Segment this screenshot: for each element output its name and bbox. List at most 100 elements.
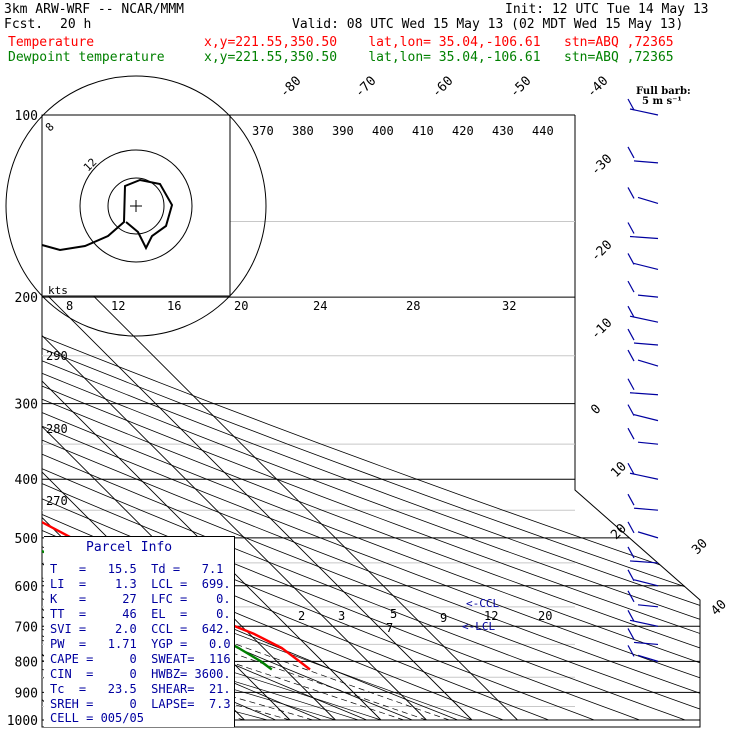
dry-adiabat — [42, 115, 686, 721]
wind-barb-flag — [627, 404, 635, 416]
wind-barb — [637, 654, 659, 662]
parcel-row: LI = 1.3 LCL = 699. — [50, 577, 231, 591]
theta-label: 390 — [332, 124, 354, 138]
wind-barb — [633, 579, 659, 587]
wind-barb — [629, 108, 659, 116]
dry-adiabat — [42, 115, 700, 721]
isotherm-label: -50 — [507, 74, 534, 101]
isotherm-label: 10 — [608, 459, 630, 481]
theta-label: 370 — [252, 124, 274, 138]
wind-barb-flag — [627, 222, 635, 234]
theta-label: 380 — [292, 124, 314, 138]
wind-barbs — [627, 98, 659, 662]
wind-barb — [633, 262, 659, 271]
wind-barb — [637, 359, 659, 367]
hodograph-ring-label: 12 — [111, 299, 125, 313]
dry-adiabat — [42, 115, 700, 721]
hodograph-ring-label: 16 — [167, 299, 181, 313]
parcel-row: K = 27 LFC = 0. — [50, 592, 231, 606]
hodograph: 12 8 — [5, 75, 267, 337]
parcel-row: SVI = 2.0 CCL = 642. — [50, 622, 231, 636]
hodograph-ring-label: 20 — [234, 299, 248, 313]
forecast-hours: 20 h — [60, 17, 92, 32]
dry-adiabat — [42, 115, 367, 721]
hodograph-trace — [41, 178, 174, 252]
wind-barb — [637, 196, 659, 204]
parcel-row: Tc = 23.5 SHEAR= 21. — [50, 682, 231, 696]
pressure-tick-label: 700 — [15, 620, 38, 635]
model-title: 3km ARW-WRF -- NCAR/MMM — [4, 2, 185, 17]
isotherm-line — [42, 115, 473, 721]
mixing-ratio-label: 7 — [386, 621, 393, 635]
mixing-ratio-label: 20 — [538, 609, 552, 623]
theta-label: 430 — [492, 124, 514, 138]
isotherm-line — [42, 115, 518, 721]
isotherm-label: 40 — [708, 597, 730, 619]
isotherm-label: -40 — [584, 74, 611, 101]
temperature-legend: Temperature — [8, 35, 95, 50]
dry-adiabat — [42, 115, 700, 721]
wind-barb — [629, 392, 659, 396]
wind-barb-flag — [627, 645, 635, 657]
wind-barb-flag — [627, 609, 635, 622]
wind-barb-flag — [627, 521, 635, 534]
mixing-ratio-label: 9 — [440, 611, 447, 625]
hodograph-ring — [5, 75, 267, 337]
wind-barb — [629, 472, 659, 480]
dry-adiabat — [42, 115, 700, 721]
wind-barb-flag — [627, 328, 635, 341]
dewpoint-location: x,y=221.55,350.50 lat,lon= 35.04,-106.61… — [204, 50, 674, 65]
dry-adiabat — [42, 115, 700, 721]
wind-legend-units: 5 m s⁻¹ — [642, 96, 682, 107]
dry-adiabat — [42, 115, 700, 721]
wind-barb-flag — [627, 280, 635, 293]
moist-adiabat — [42, 491, 427, 721]
ccl-marker: <-CCL — [466, 597, 500, 610]
isotherm-label: -80 — [277, 74, 304, 101]
dry-adiabat — [42, 115, 413, 721]
pressure-tick-label: 500 — [15, 532, 38, 547]
wind-barb — [629, 560, 659, 564]
theta-label: 400 — [372, 124, 394, 138]
mixing-ratio-label: 5 — [390, 607, 397, 621]
wind-barb-flag — [627, 378, 635, 391]
theta-label-left: 290 — [46, 349, 68, 363]
theta-label-left: 280 — [46, 422, 68, 436]
wind-legend-title: Full barb: — [636, 86, 691, 97]
wind-barb — [633, 641, 659, 646]
wind-barb-flag — [627, 462, 635, 475]
init-time: Init: 12 UTC Tue 14 May 13 — [505, 2, 709, 17]
hodograph-units: kts — [48, 284, 68, 297]
isotherm-label: -20 — [588, 238, 615, 265]
parcel-info-box — [44, 536, 235, 727]
valid-time: Valid: 08 UTC Wed 15 May 13 (02 MDT Wed … — [292, 17, 684, 32]
pressure-tick-label: 900 — [15, 686, 38, 701]
wind-barb — [637, 604, 659, 608]
wind-barb-flag — [627, 187, 635, 199]
wind-barb-flag — [627, 590, 635, 603]
hodograph-ring-label: 8 — [66, 299, 73, 313]
pressure-tick-label: 600 — [15, 580, 38, 595]
pressure-tick-label: 300 — [15, 398, 38, 413]
isotherm-label: 0 — [588, 402, 604, 418]
pressure-tick-label: 200 — [15, 291, 38, 306]
wind-barb — [633, 414, 659, 422]
dry-adiabat — [42, 115, 700, 721]
isotherm-label: -30 — [588, 152, 615, 179]
dewpoint-legend: Dewpoint temperature — [8, 50, 165, 65]
parcel-row: CELL = 005/05 — [50, 711, 144, 725]
wind-barb-flag — [627, 546, 635, 559]
pressure-tick-label: 1000 — [7, 714, 38, 729]
wind-barb-flag — [627, 427, 635, 440]
isotherm-line — [42, 115, 382, 721]
wind-barb — [633, 507, 659, 511]
wind-barb — [629, 235, 659, 240]
forecast-label: Fcst. — [4, 17, 44, 32]
wind-barb — [629, 619, 659, 627]
theta-label: 420 — [452, 124, 474, 138]
wind-barb-flag — [627, 305, 635, 318]
lcl-marker: <-LCL — [462, 620, 496, 633]
isotherm-label: -60 — [429, 74, 456, 101]
dry-adiabat — [42, 115, 700, 721]
pressure-tick-label: 100 — [15, 109, 38, 124]
